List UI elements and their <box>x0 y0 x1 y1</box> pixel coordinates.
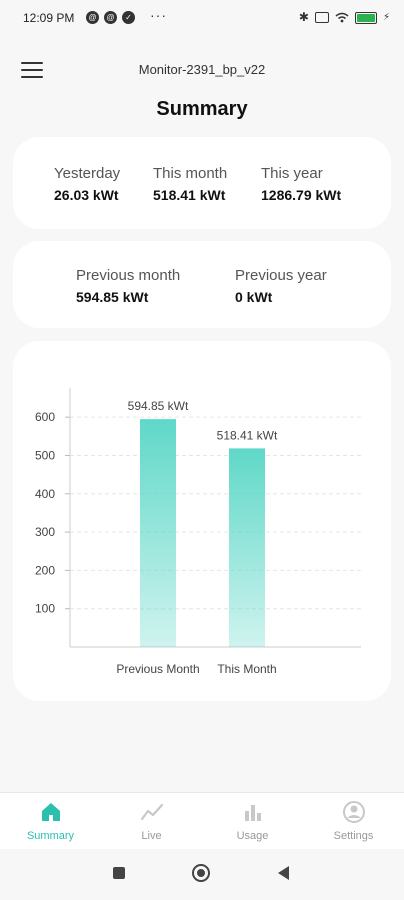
stat-label: Previous month <box>76 267 181 284</box>
bar <box>229 448 265 647</box>
notification-icon: @ <box>104 11 117 24</box>
bar-data-label: 594.85 kWt <box>128 399 189 413</box>
stat-previous-month: Previous month 594.85 kWt <box>76 267 180 305</box>
bluetooth-icon: ✱ <box>298 10 309 24</box>
y-tick-label: 100 <box>35 602 55 616</box>
notification-icon: @ <box>86 11 99 24</box>
stat-value: 0 kWt <box>235 289 273 305</box>
y-tick-label: 600 <box>35 410 55 424</box>
stat-value: 518.41 kWt <box>153 187 226 203</box>
status-bar: 12:09 PM @ @ ✓ ··· ✱ ⚡ <box>0 0 404 38</box>
stats-card-current: Yesterday 26.03 kWt This month 518.41 kW… <box>13 137 391 229</box>
y-tick-label: 300 <box>35 525 55 539</box>
stat-previous-year: Previous year 0 kWt <box>235 267 327 305</box>
stat-value: 594.85 kWt <box>76 289 149 305</box>
x-tick-label: Previous Month <box>116 662 199 676</box>
energy-bar-chart: 100 200 300 400 500 600 594.85 kWt Previous Mon… <box>35 388 361 676</box>
stat-value: 26.03 kWt <box>54 187 119 203</box>
nav-label: Settings <box>333 830 374 842</box>
stat-label: Previous year <box>235 267 327 284</box>
line-chart-icon <box>140 803 163 821</box>
stat-label: Yesterday <box>54 165 121 182</box>
nav-usage[interactable]: Usage <box>202 793 303 850</box>
notification-icons: @ @ ✓ <box>86 11 135 24</box>
stat-yesterday: Yesterday 26.03 kWt <box>54 165 120 203</box>
recent-apps-button[interactable] <box>113 867 125 879</box>
nav-label: Live <box>141 830 162 842</box>
stat-label: This year <box>261 165 323 182</box>
stats-card-previous: Previous month 594.85 kWt Previous year … <box>13 241 391 328</box>
more-notifications-icon: ··· <box>150 7 167 23</box>
nav-label: Usage <box>236 830 269 842</box>
nav-settings[interactable]: Settings <box>303 793 404 850</box>
stat-this-year: This year 1286.79 kWt <box>261 165 341 203</box>
check-icon: ✓ <box>122 11 135 24</box>
menu-button[interactable] <box>21 62 43 78</box>
system-nav-bar <box>0 849 404 900</box>
nav-live[interactable]: Live <box>101 793 202 850</box>
bar <box>140 419 176 647</box>
nav-summary[interactable]: Summary <box>0 793 101 850</box>
sim-icon <box>314 12 329 23</box>
chart-card: 100 200 300 400 500 600 594.85 kWt Previous Mon… <box>13 341 391 701</box>
y-tick-label: 200 <box>35 563 55 577</box>
home-button[interactable] <box>192 864 210 882</box>
stat-value: 1286.79 kWt <box>261 187 342 203</box>
nav-label: Summary <box>26 830 75 842</box>
device-name: Monitor-2391_bp_v22 <box>138 62 266 77</box>
stat-this-month: This month 518.41 kWt <box>153 165 227 203</box>
wifi-icon <box>335 12 349 23</box>
home-icon <box>41 803 60 821</box>
battery-icon <box>354 11 377 24</box>
stat-label: This month <box>153 165 228 182</box>
system-status-icons: ✱ ⚡ <box>299 11 390 24</box>
bar-chart-icon <box>244 805 261 821</box>
bottom-nav: Summary Live Usage Settings <box>0 792 404 850</box>
y-tick-label: 500 <box>35 448 55 462</box>
charging-icon: ⚡ <box>382 12 390 23</box>
x-tick-label: This Month <box>217 662 276 676</box>
user-icon <box>342 801 365 823</box>
bar-data-label: 518.41 kWt <box>217 428 278 442</box>
page-title: Summary <box>156 98 248 120</box>
y-tick-label: 400 <box>35 487 55 501</box>
status-time: 12:09 PM <box>23 11 75 25</box>
back-button[interactable] <box>278 866 289 880</box>
